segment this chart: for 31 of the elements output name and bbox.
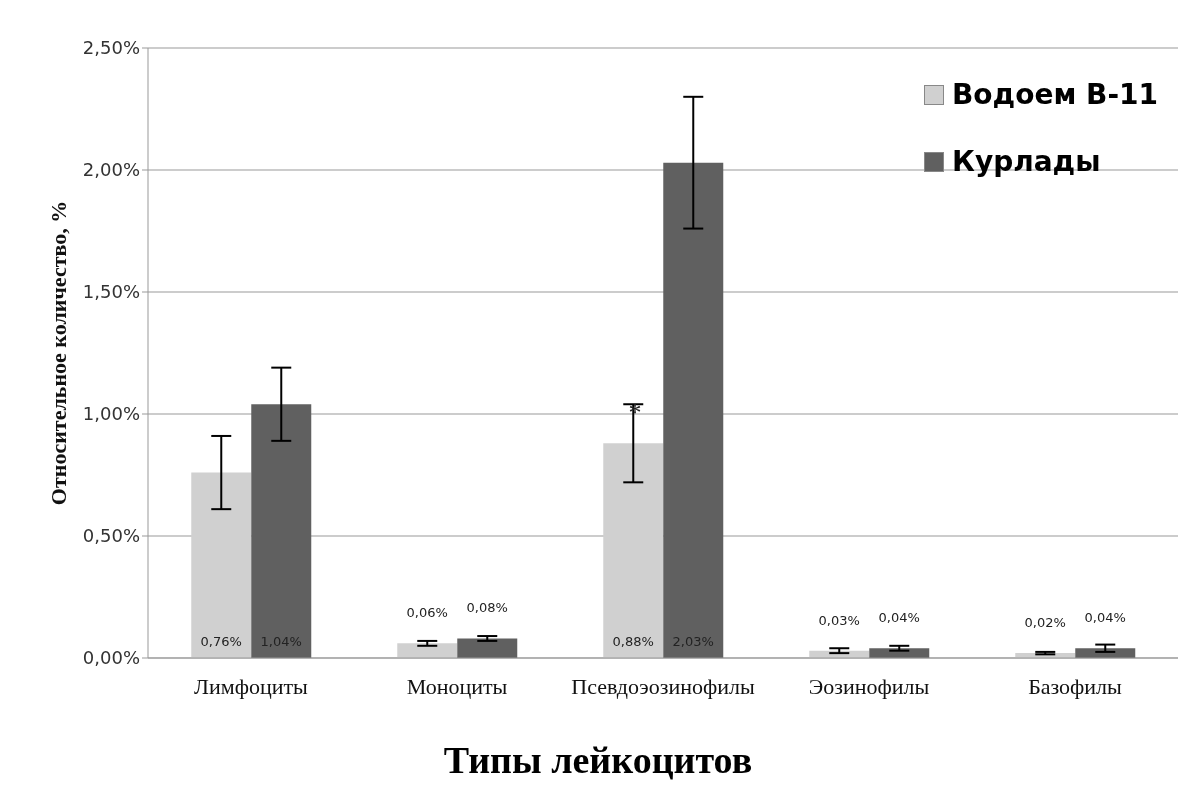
bar xyxy=(603,443,664,658)
legend-label: Водоем В-11 xyxy=(952,78,1158,111)
x-tick-label: Моноциты xyxy=(406,673,508,699)
bar xyxy=(397,643,458,658)
data-label: 0,06% xyxy=(406,605,448,621)
bar xyxy=(457,638,518,658)
data-label: 1,04% xyxy=(260,634,302,649)
legend-label: Курлады xyxy=(952,145,1101,178)
data-label: 2,03% xyxy=(672,634,714,649)
y-axis-title: Относительное количество, % xyxy=(45,200,71,506)
data-label: 0,88% xyxy=(612,634,654,649)
y-tick-label: 0,00% xyxy=(82,647,140,669)
x-axis-title: Типы лейкоцитов xyxy=(442,738,754,782)
x-tick-label: Эозинофилы xyxy=(808,673,930,699)
data-label: 0,76% xyxy=(200,634,242,649)
data-label: 0,02% xyxy=(1024,615,1066,631)
y-tick-label: 0,50% xyxy=(82,525,140,547)
bar xyxy=(663,162,724,658)
data-label: 0,03% xyxy=(818,612,860,628)
bar xyxy=(251,404,312,658)
bar xyxy=(191,472,252,658)
data-label: 0,04% xyxy=(878,610,920,626)
data-label: 0,04% xyxy=(1084,610,1126,626)
y-tick-label: 2,50% xyxy=(82,37,140,59)
data-label: 0,08% xyxy=(466,600,508,616)
y-tick-label: 1,50% xyxy=(82,281,140,303)
y-tick-label: 2,00% xyxy=(82,159,140,181)
y-tick-label: 1,00% xyxy=(82,403,140,425)
x-tick-label: Базофилы xyxy=(1028,673,1123,699)
x-tick-label: Псевдоэозинофилы xyxy=(571,673,755,699)
x-tick-label: Лимфоциты xyxy=(194,673,309,699)
